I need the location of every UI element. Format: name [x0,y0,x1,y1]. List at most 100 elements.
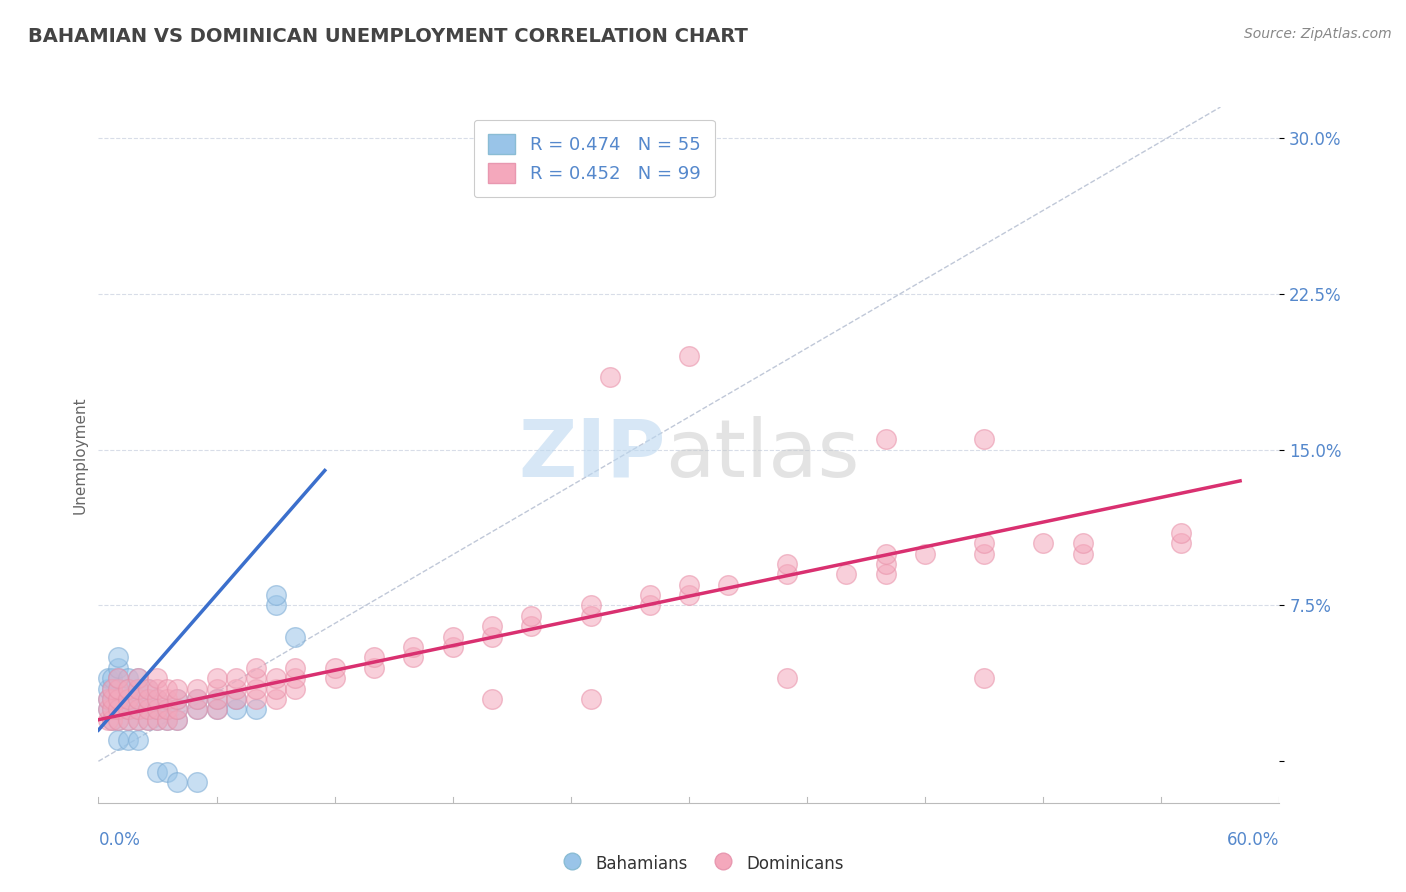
Point [402,640,425,654]
Point [107,671,129,685]
Text: Source: ZipAtlas.com: Source: ZipAtlas.com [1244,27,1392,41]
Point [245,681,267,696]
Point [117,713,139,727]
Point [166,713,188,727]
Point [97,692,120,706]
Legend: Bahamians, Dominicans: Bahamians, Dominicans [555,847,851,880]
Point [117,692,139,706]
Point [245,692,267,706]
Point [107,692,129,706]
Point [678,578,700,592]
Point [146,681,169,696]
Point [117,671,139,685]
Point [146,692,169,706]
Point [717,578,740,592]
Point [225,692,247,706]
Point [117,702,139,716]
Point [101,702,124,716]
Legend: R = 0.474   N = 55, R = 0.452   N = 99: R = 0.474 N = 55, R = 0.452 N = 99 [474,120,716,197]
Point [1071,536,1094,550]
Point [101,713,124,727]
Y-axis label: Unemployment: Unemployment [72,396,87,514]
Point [136,681,159,696]
Point [166,681,188,696]
Point [127,692,149,706]
Point [225,692,247,706]
Point [166,713,188,727]
Point [264,692,287,706]
Point [186,702,208,716]
Point [973,547,995,561]
Point [875,557,897,571]
Point [481,619,503,633]
Point [225,681,247,696]
Point [127,702,149,716]
Point [205,692,228,706]
Point [520,619,543,633]
Point [97,713,120,727]
Point [127,733,149,747]
Point [678,588,700,602]
Point [264,681,287,696]
Point [1170,536,1192,550]
Point [97,702,120,716]
Text: 0.0%: 0.0% [98,830,141,848]
Point [136,713,159,727]
Point [1170,525,1192,540]
Point [156,681,179,696]
Point [97,671,120,685]
Point [441,640,464,654]
Point [101,713,124,727]
Point [97,692,120,706]
Point [245,661,267,675]
Point [166,692,188,706]
Point [875,567,897,582]
Point [127,713,149,727]
Point [127,713,149,727]
Point [776,671,799,685]
Point [117,713,139,727]
Point [264,599,287,613]
Point [481,692,503,706]
Point [520,608,543,623]
Point [156,713,179,727]
Point [599,370,621,384]
Point [363,650,385,665]
Point [579,692,602,706]
Point [205,681,228,696]
Point [146,713,169,727]
Point [776,557,799,571]
Point [136,713,159,727]
Point [245,702,267,716]
Text: atlas: atlas [665,416,859,494]
Point [156,702,179,716]
Point [225,671,247,685]
Point [156,764,179,779]
Point [101,671,124,685]
Point [146,702,169,716]
Point [579,599,602,613]
Point [117,681,139,696]
Point [205,671,228,685]
Point [579,608,602,623]
Point [835,567,858,582]
Point [284,661,307,675]
Point [875,433,897,447]
Point [127,692,149,706]
Point [107,650,129,665]
Point [127,681,149,696]
Point [402,650,425,665]
Text: ZIP: ZIP [517,416,665,494]
Point [127,681,149,696]
Point [875,547,897,561]
Point [284,671,307,685]
Point [101,702,124,716]
Point [186,692,208,706]
Point [156,713,179,727]
Point [107,681,129,696]
Point [1071,547,1094,561]
Point [441,630,464,644]
Point [638,599,661,613]
Point [323,671,346,685]
Point [481,630,503,644]
